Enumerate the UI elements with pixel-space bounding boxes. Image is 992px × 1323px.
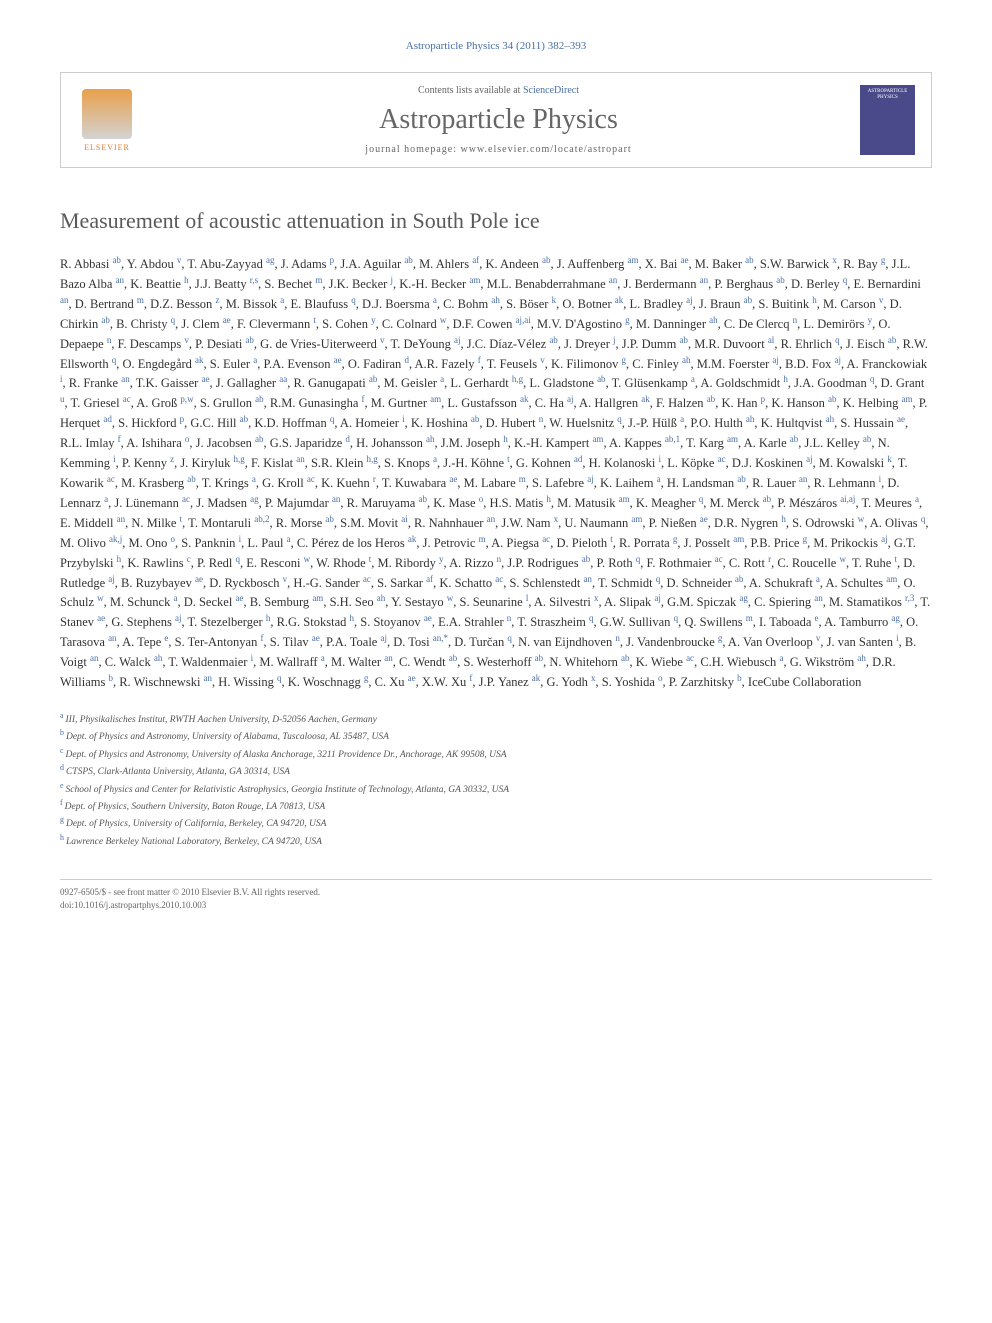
affiliation-item: fDept. of Physics, Southern University, … [60, 797, 932, 814]
affiliation-item: aIII, Physikalisches Institut, RWTH Aach… [60, 710, 932, 727]
affiliation-item: gDept. of Physics, University of Califor… [60, 814, 932, 831]
affiliation-item: bDept. of Physics and Astronomy, Univers… [60, 727, 932, 744]
homepage-label: journal homepage: [365, 144, 460, 155]
author-list: R. Abbasi ab, Y. Abdou v, T. Abu-Zayyad … [60, 254, 932, 692]
homepage-url[interactable]: www.elsevier.com/locate/astropart [461, 144, 632, 155]
affiliation-item: eSchool of Physics and Center for Relati… [60, 780, 932, 797]
affiliation-list: aIII, Physikalisches Institut, RWTH Aach… [60, 710, 932, 849]
affiliation-item: hLawrence Berkeley National Laboratory, … [60, 832, 932, 849]
cover-label: ASTROPARTICLE PHYSICS [864, 89, 911, 101]
header-center: Contents lists available at ScienceDirec… [153, 85, 844, 155]
sciencedirect-link[interactable]: ScienceDirect [523, 85, 579, 96]
affiliation-item: cDept. of Physics and Astronomy, Univers… [60, 745, 932, 762]
footer: 0927-6505/$ - see front matter © 2010 El… [60, 879, 932, 911]
doi-line: doi:10.1016/j.astropartphys.2010.10.003 [60, 899, 932, 912]
elsevier-tree-icon [82, 89, 132, 139]
affiliation-item: dCTSPS, Clark-Atlanta University, Atlant… [60, 762, 932, 779]
elsevier-logo[interactable]: ELSEVIER [77, 85, 137, 155]
journal-reference: Astroparticle Physics 34 (2011) 382–393 [60, 40, 932, 52]
journal-name: Astroparticle Physics [153, 104, 844, 136]
elsevier-label: ELSEVIER [84, 143, 130, 152]
homepage-line: journal homepage: www.elsevier.com/locat… [153, 144, 844, 155]
journal-cover-thumb[interactable]: ASTROPARTICLE PHYSICS [860, 85, 915, 155]
contents-text: Contents lists available at [418, 85, 523, 96]
issn-line: 0927-6505/$ - see front matter © 2010 El… [60, 886, 932, 899]
article-title: Measurement of acoustic attenuation in S… [60, 208, 932, 234]
contents-available-line: Contents lists available at ScienceDirec… [153, 85, 844, 96]
journal-header-box: ELSEVIER Contents lists available at Sci… [60, 72, 932, 168]
